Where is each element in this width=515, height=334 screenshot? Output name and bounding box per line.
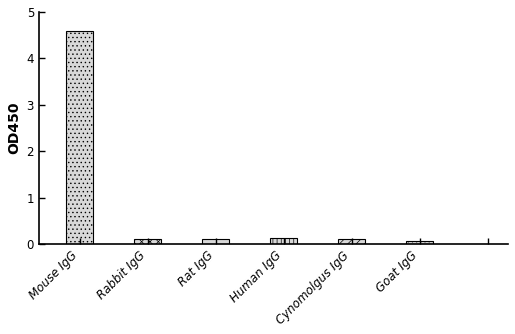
Bar xyxy=(202,239,229,244)
Bar xyxy=(338,239,365,244)
Bar xyxy=(66,31,93,244)
Bar xyxy=(406,241,433,244)
Bar xyxy=(270,238,297,244)
Y-axis label: OD450: OD450 xyxy=(7,102,21,154)
Bar xyxy=(134,239,161,244)
